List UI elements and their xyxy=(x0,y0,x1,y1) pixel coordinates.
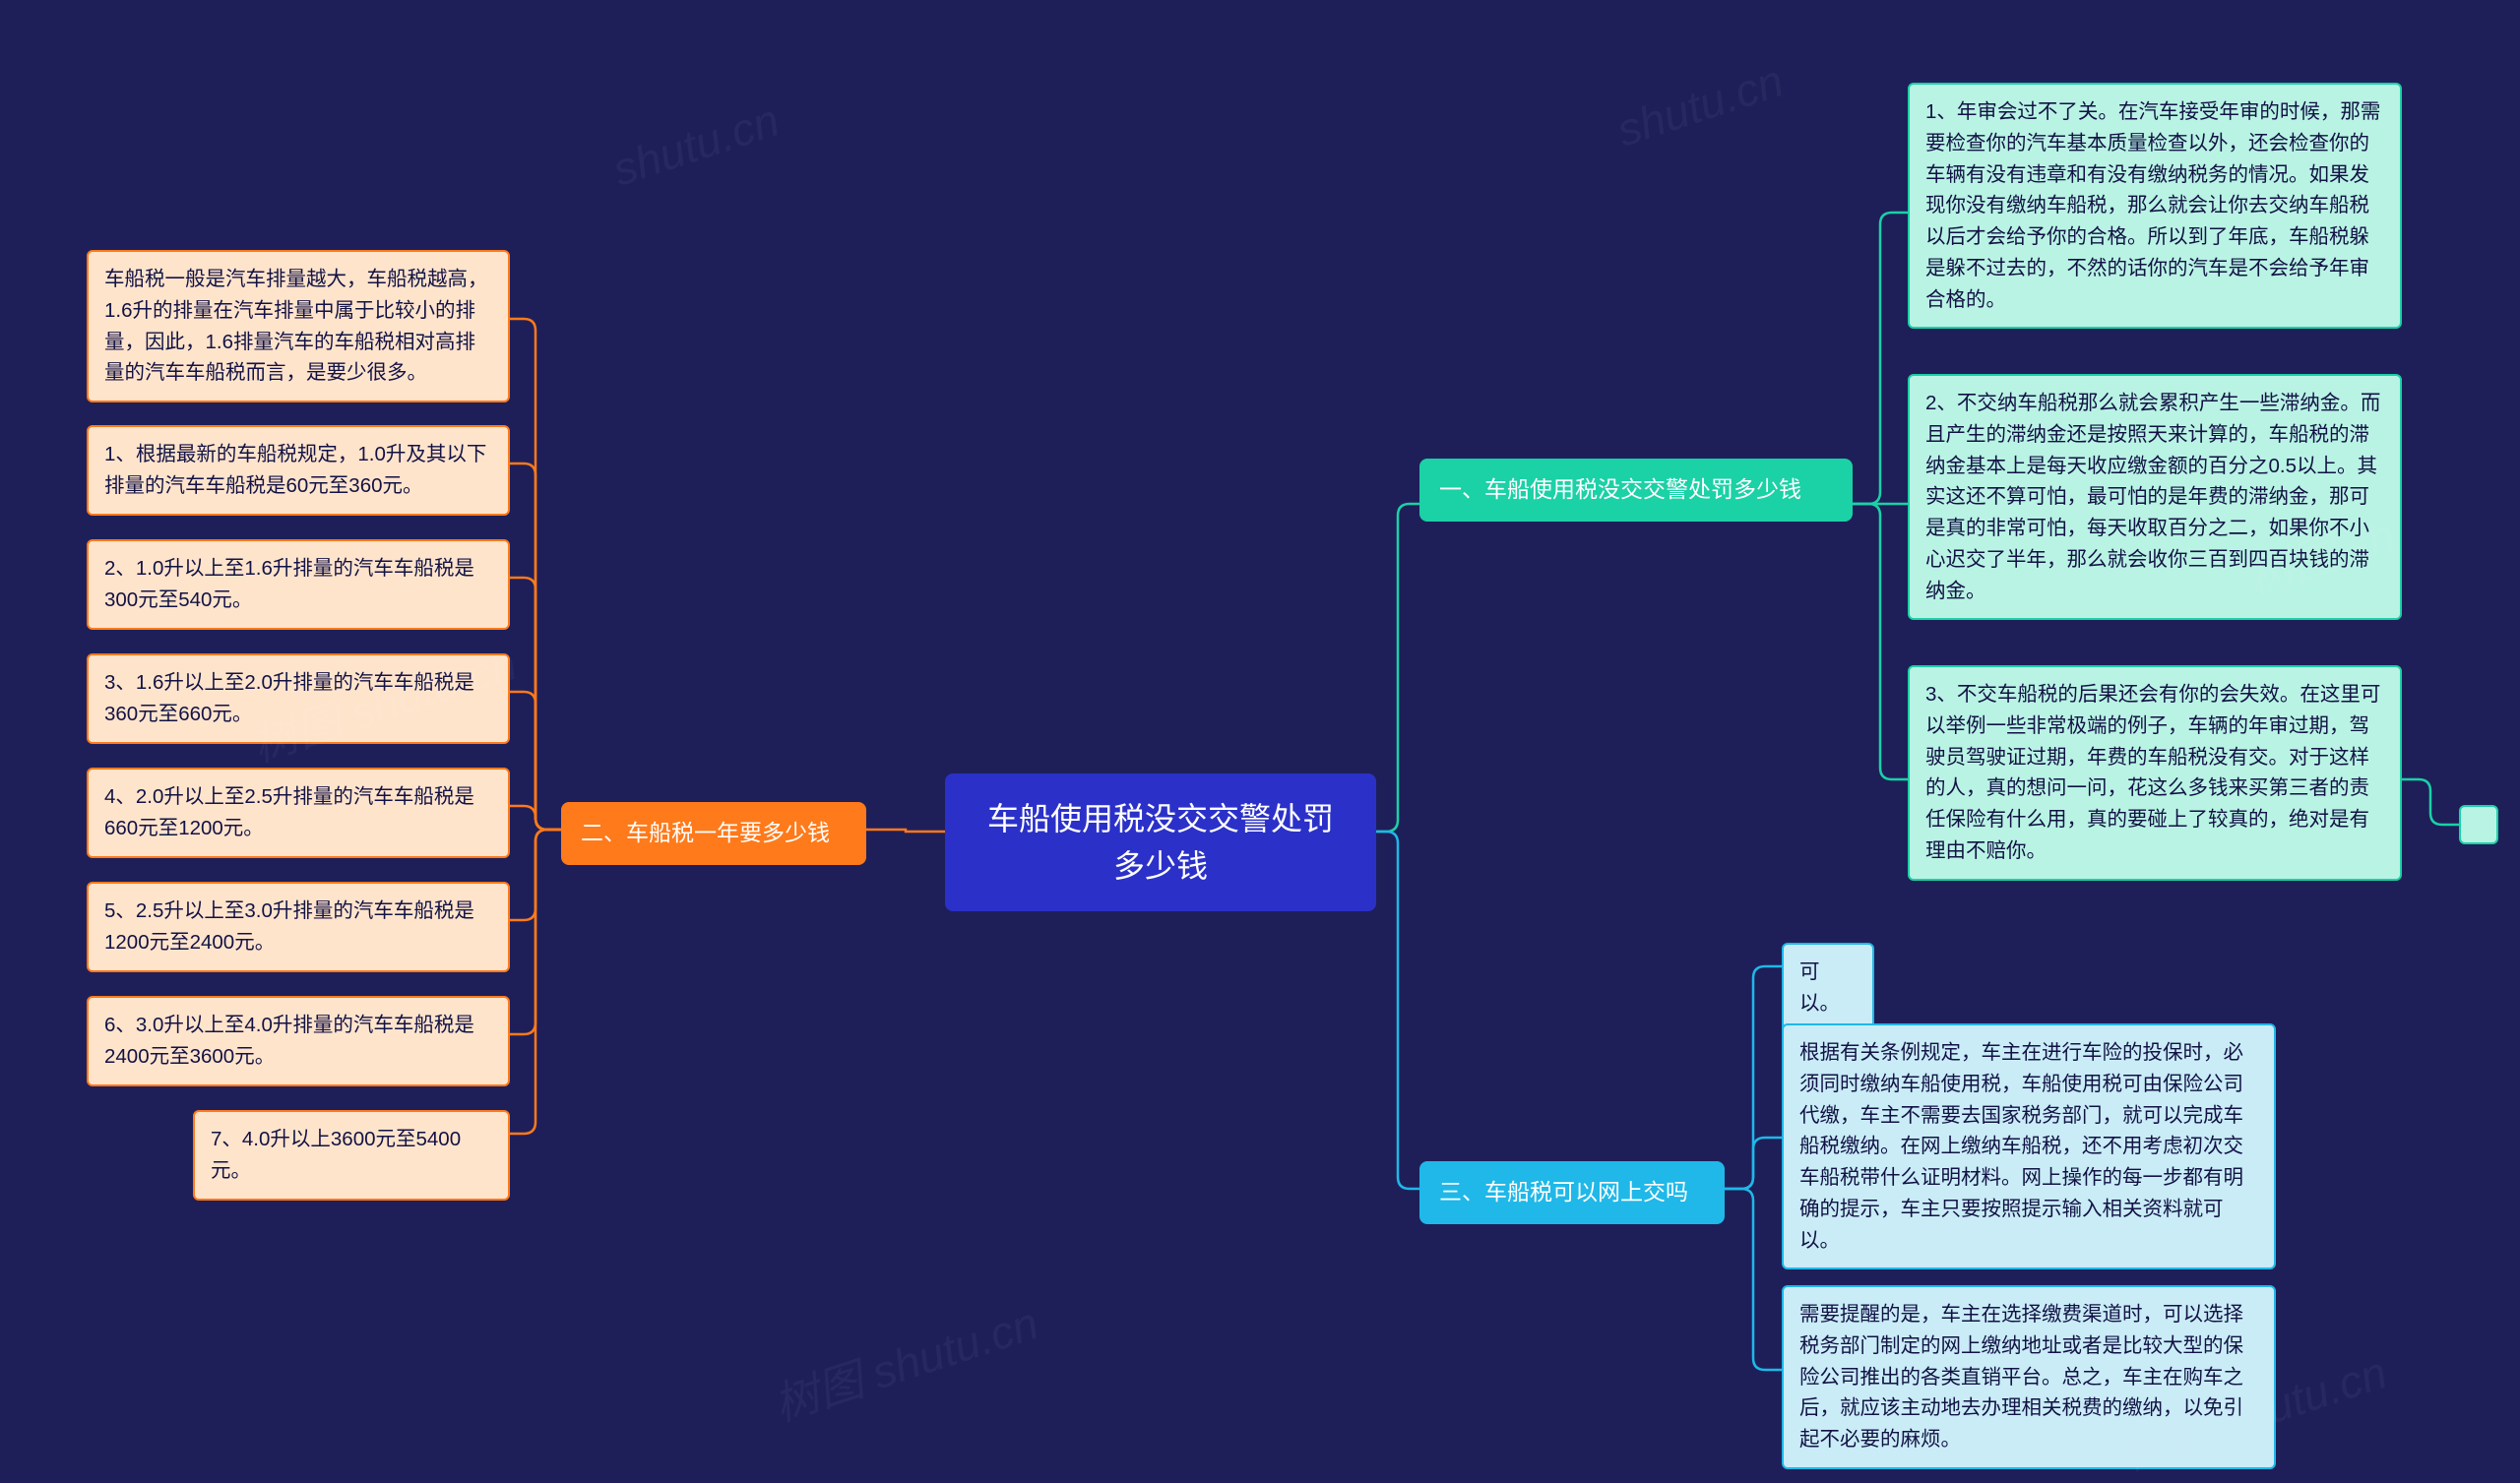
branch-2-label: 二、车船税一年要多少钱 xyxy=(581,820,830,845)
empty-leaf xyxy=(2459,805,2498,844)
watermark-1: 树图 shutu.cn xyxy=(765,1288,1045,1435)
b2-leaf-0: 车船税一般是汽车排量越大，车船税越高，1.6升的排量在汽车排量中属于比较小的排量… xyxy=(87,250,510,402)
branch-2: 二、车船税一年要多少钱 xyxy=(561,802,866,865)
b3-leaf-2: 需要提醒的是，车主在选择缴费渠道时，可以选择税务部门制定的网上缴纳地址或者是比较… xyxy=(1782,1285,2276,1469)
branch-3: 三、车船税可以网上交吗 xyxy=(1419,1161,1725,1224)
watermark-3: shutu.cn xyxy=(606,93,786,196)
b2-leaf-6: 6、3.0升以上至4.0升排量的汽车车船税是2400元至3600元。 xyxy=(87,996,510,1086)
branch-1: 一、车船使用税没交交警处罚多少钱 xyxy=(1419,459,1853,522)
b2-leaf-5: 5、2.5升以上至3.0升排量的汽车车船税是1200元至2400元。 xyxy=(87,882,510,972)
watermark-4: shutu.cn xyxy=(1610,53,1790,156)
b1-leaf-1: 2、不交纳车船税那么就会累积产生一些滞纳金。而且产生的滞纳金还是按照天来计算的，… xyxy=(1908,374,2402,620)
b2-leaf-3: 3、1.6升以上至2.0升排量的汽车车船税是360元至660元。 xyxy=(87,653,510,744)
b2-leaf-7: 7、4.0升以上3600元至5400元。 xyxy=(193,1110,510,1201)
b2-leaf-2: 2、1.0升以上至1.6升排量的汽车车船税是300元至540元。 xyxy=(87,539,510,630)
b2-leaf-1: 1、根据最新的车船税规定，1.0升及其以下排量的汽车车船税是60元至360元。 xyxy=(87,425,510,516)
b1-leaf-2: 3、不交车船税的后果还会有你的会失效。在这里可以举例一些非常极端的例子，车辆的年… xyxy=(1908,665,2402,881)
center-text: 车船使用税没交交警处罚多少钱 xyxy=(987,801,1334,884)
b1-leaf-0: 1、年审会过不了关。在汽车接受年审的时候，那需要检查你的汽车基本质量检查以外，还… xyxy=(1908,83,2402,329)
b3-leaf-1: 根据有关条例规定，车主在进行车险的投保时，必须同时缴纳车船使用税，车船使用税可由… xyxy=(1782,1023,2276,1269)
branch-1-label: 一、车船使用税没交交警处罚多少钱 xyxy=(1439,476,1801,502)
branch-3-label: 三、车船税可以网上交吗 xyxy=(1439,1179,1688,1205)
center-node: 车船使用税没交交警处罚多少钱 xyxy=(945,773,1376,911)
b3-leaf-0: 可以。 xyxy=(1782,943,1874,1033)
b2-leaf-4: 4、2.0升以上至2.5升排量的汽车车船税是660元至1200元。 xyxy=(87,768,510,858)
